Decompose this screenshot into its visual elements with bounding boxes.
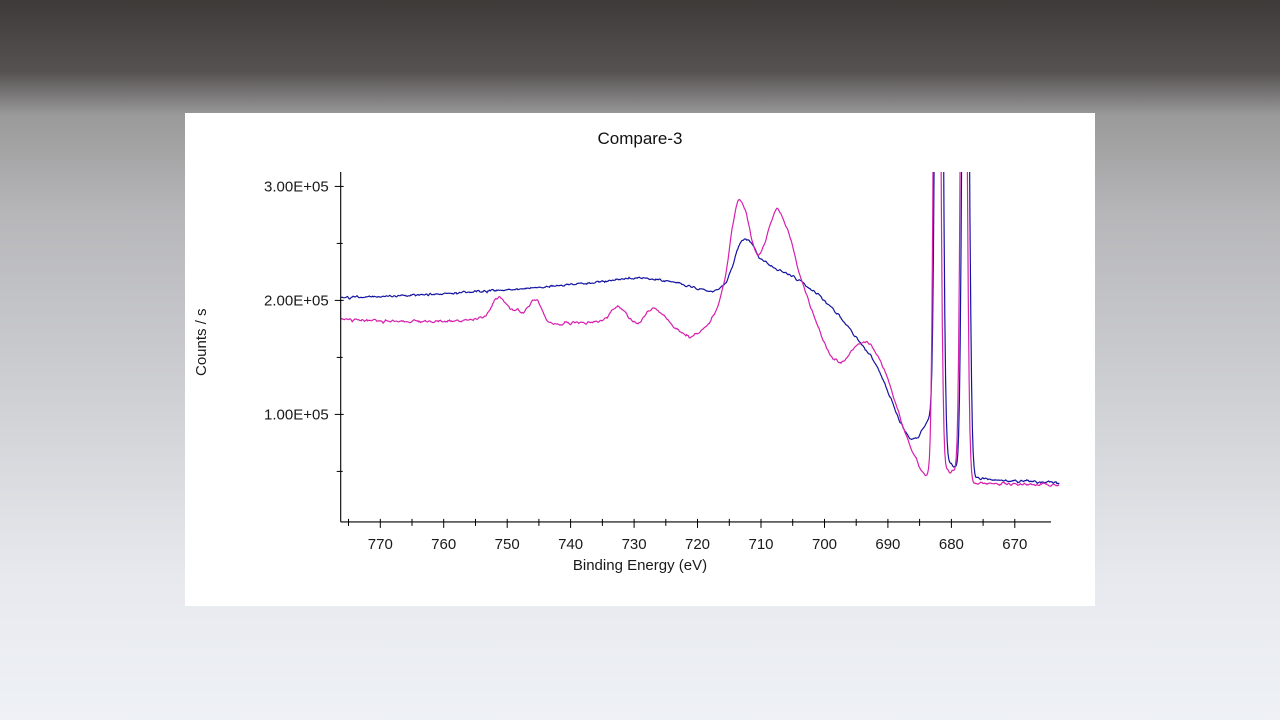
svg-text:670: 670 xyxy=(1002,536,1027,553)
svg-text:710: 710 xyxy=(748,536,773,553)
svg-text:720: 720 xyxy=(685,536,710,553)
svg-text:740: 740 xyxy=(558,536,583,553)
svg-text:3.00E+05: 3.00E+05 xyxy=(264,178,329,195)
svg-text:690: 690 xyxy=(875,536,900,553)
svg-text:750: 750 xyxy=(495,536,520,553)
svg-text:1.00E+05: 1.00E+05 xyxy=(264,406,329,423)
svg-text:680: 680 xyxy=(939,536,964,553)
svg-text:700: 700 xyxy=(812,536,837,553)
svg-text:770: 770 xyxy=(368,536,393,553)
svg-text:2.00E+05: 2.00E+05 xyxy=(264,292,329,309)
svg-text:730: 730 xyxy=(622,536,647,553)
svg-text:760: 760 xyxy=(431,536,456,553)
